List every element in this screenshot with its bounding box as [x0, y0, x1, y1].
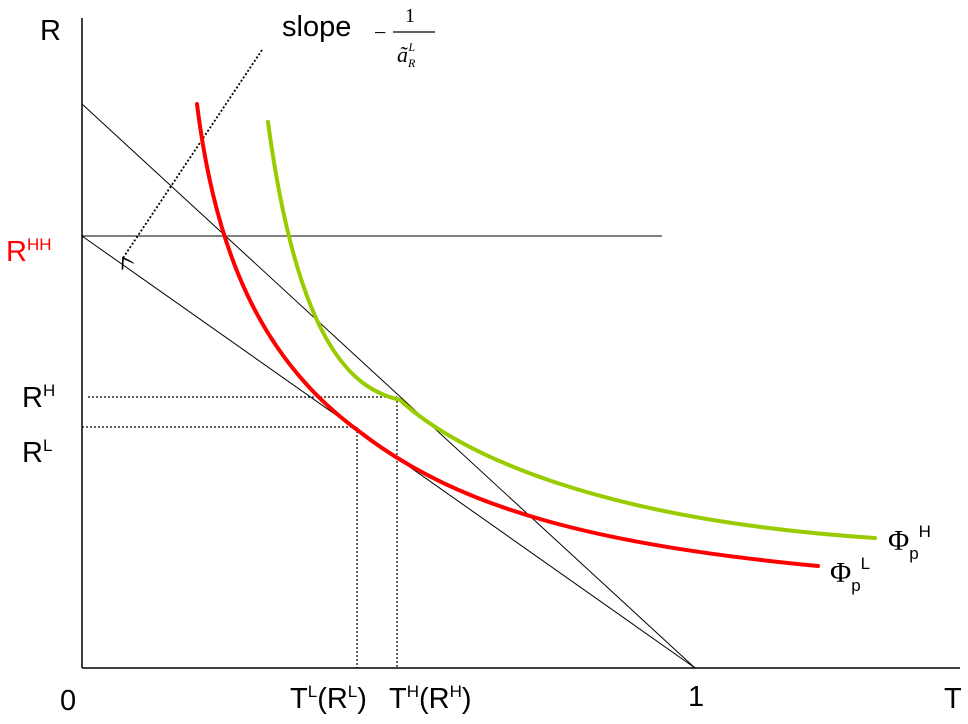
slope-minus: − — [374, 20, 386, 45]
rh-label: RH — [22, 381, 55, 414]
slope-denominator: ãRL — [397, 40, 416, 70]
slope-word: slope — [282, 11, 351, 43]
phi-h-curve — [266, 120, 877, 540]
phi-l-curve — [195, 102, 820, 568]
tl-rl-label: TL(RL) — [290, 682, 367, 715]
slope-arrow — [123, 49, 263, 258]
x-one-label: 1 — [688, 681, 704, 713]
th-rh-label: TH(RH) — [389, 682, 472, 715]
y-axis-label: R — [40, 15, 61, 47]
slope-numerator: 1 — [405, 5, 415, 27]
rhh-label: RHH — [6, 235, 52, 268]
phi-l-label: ΦpL — [830, 554, 870, 595]
x-axis-label: T — [944, 683, 962, 715]
budget-line-steep — [81, 103, 696, 669]
slope-annotation: slope − 1 ãRL — [282, 5, 435, 70]
rl-label: RL — [22, 436, 52, 469]
origin-label: 0 — [60, 685, 76, 717]
phi-h-label: ΦpH — [888, 522, 931, 563]
